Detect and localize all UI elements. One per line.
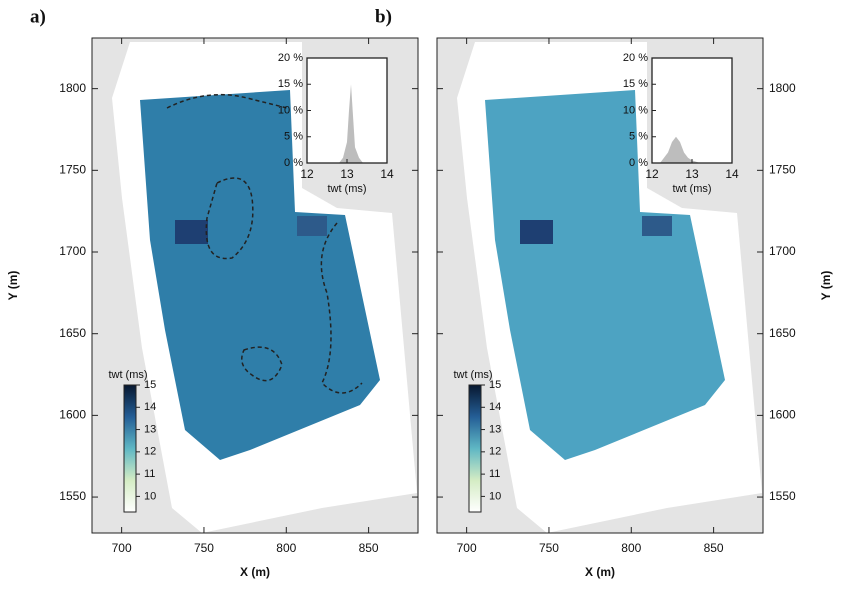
inset [652, 58, 732, 163]
inset-y-tick-label: 20 % [623, 52, 648, 64]
x-tick-label: 850 [704, 541, 724, 555]
x-tick-label: 750 [539, 541, 559, 555]
x-tick-label: 850 [359, 541, 379, 555]
inset-x-tick-label: 14 [380, 167, 394, 181]
colorbar-label: twt (ms) [453, 369, 492, 381]
y-tick-label: 1800 [769, 81, 796, 95]
colorbar-label: twt (ms) [108, 369, 147, 381]
x-tick-label: 700 [112, 541, 132, 555]
colorbar-tick-label: 11 [144, 468, 155, 480]
panel: 700 750 800 850 1550 1600 1650 1700 1750 1800 X (m… [6, 6, 418, 579]
y-tick-label: 1600 [769, 408, 796, 422]
y-tick-label: 1700 [769, 244, 796, 258]
panel-label: a) [30, 6, 46, 27]
y-tick-label: 1650 [769, 326, 796, 340]
inset-y-tick-label: 10 % [278, 104, 303, 116]
y-tick-label: 1650 [59, 326, 86, 340]
figure: 700 750 800 850 1550 1600 1650 1700 1750 1800 X (m… [0, 0, 851, 593]
x-tick-label: 800 [621, 541, 641, 555]
y-tick-label: 1800 [59, 81, 86, 95]
colorbar-tick-label: 13 [489, 423, 501, 435]
x-axis-label: X (m) [240, 565, 270, 579]
inset-x-tick-label: 14 [725, 167, 739, 181]
colorbar-tick-label: 15 [489, 379, 501, 391]
inset-x-tick-label: 13 [340, 167, 354, 181]
inset-x-tick-label: 12 [645, 167, 659, 181]
inset-y-tick-label: 15 % [278, 78, 303, 90]
inset-y-tick-label: 15 % [623, 78, 648, 90]
y-tick-label: 1750 [59, 162, 86, 176]
colorbar-tick-label: 13 [144, 423, 156, 435]
inset-x-tick-label: 12 [300, 167, 314, 181]
colorbar-tick-label: 15 [144, 379, 156, 391]
y-axis-label: Y (m) [819, 271, 833, 301]
panel-label: b) [375, 6, 392, 27]
colorbar-tick-label: 11 [489, 468, 500, 480]
inset-y-tick-label: 10 % [623, 104, 648, 116]
colorbar [124, 385, 136, 512]
x-axis-label: X (m) [585, 565, 615, 579]
dark-patch [520, 220, 553, 244]
x-tick-label: 700 [457, 541, 477, 555]
y-tick-label: 1600 [59, 408, 86, 422]
colorbar-tick-label: 12 [144, 446, 156, 458]
inset-y-tick-label: 5 % [284, 131, 303, 143]
colorbar-tick-label: 14 [489, 401, 501, 413]
dark-patch [175, 220, 208, 244]
y-tick-label: 1550 [769, 489, 796, 503]
inset-x-tick-label: 13 [685, 167, 699, 181]
dark-patch [297, 216, 327, 236]
inset-y-tick-label: 5 % [629, 131, 648, 143]
y-tick-label: 1700 [59, 244, 86, 258]
dark-patch [642, 216, 672, 236]
colorbar-tick-label: 14 [144, 401, 156, 413]
colorbar-tick-label: 10 [144, 490, 156, 502]
x-tick-label: 750 [194, 541, 214, 555]
panel: 700 750 800 850 1550 1600 1650 1700 1750 1800 X (m… [375, 6, 833, 579]
colorbar-tick-label: 12 [489, 446, 501, 458]
y-tick-label: 1750 [769, 162, 796, 176]
colorbar-tick-label: 10 [489, 490, 501, 502]
y-tick-label: 1550 [59, 489, 86, 503]
colorbar [469, 385, 481, 512]
inset-x-label: twt (ms) [327, 183, 366, 195]
inset-y-tick-label: 20 % [278, 52, 303, 64]
inset-x-label: twt (ms) [672, 183, 711, 195]
y-axis-label: Y (m) [6, 271, 20, 301]
x-tick-label: 800 [276, 541, 296, 555]
